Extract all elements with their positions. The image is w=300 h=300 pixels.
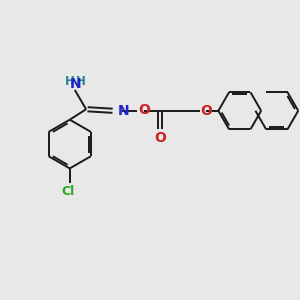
Text: O: O: [200, 104, 212, 118]
Text: O: O: [154, 131, 166, 145]
Text: Cl: Cl: [61, 185, 75, 198]
Text: H: H: [76, 75, 86, 88]
Text: N: N: [117, 104, 129, 118]
Text: N: N: [70, 76, 81, 91]
Text: O: O: [138, 103, 150, 118]
Text: H: H: [64, 75, 74, 88]
